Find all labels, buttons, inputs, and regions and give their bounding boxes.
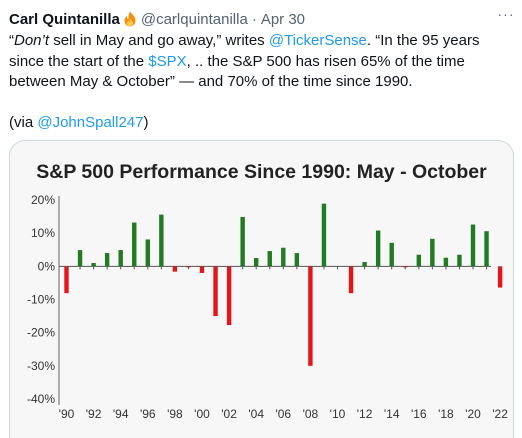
y-tick-label: -40%: [27, 392, 55, 406]
x-tick-label: '90: [59, 407, 75, 421]
y-tick-label: 20%: [31, 193, 55, 207]
x-tick-label: '04: [248, 407, 264, 421]
header-separator: ·: [251, 10, 257, 28]
bar-2018: [443, 257, 449, 267]
bar-1993: [104, 253, 110, 267]
bar-2020: [470, 224, 476, 267]
x-tick-label: '02: [221, 407, 237, 421]
bar-2002: [226, 266, 232, 326]
text-segment-3: , .. the S&P 500 has risen 65% of the ti…: [9, 52, 465, 91]
cashtag-spx[interactable]: $SPX: [148, 52, 187, 70]
bar-2021: [484, 231, 489, 267]
x-tick-label: '20: [465, 407, 481, 421]
x-tick-label: '16: [411, 407, 427, 421]
bar-2011: [348, 266, 354, 294]
x-tick-label: '18: [438, 407, 454, 421]
bar-2013: [375, 230, 381, 267]
bar-2009: [321, 203, 327, 267]
x-tick-label: '22: [492, 407, 508, 421]
bar-1997: [159, 214, 164, 267]
text-via-close: ): [143, 114, 149, 131]
x-tick-label: '00: [194, 407, 210, 421]
x-tick-label: '96: [140, 407, 156, 421]
mention-johnspall[interactable]: @JohnSpall247: [37, 114, 144, 131]
author-name[interactable]: Carl Quintanilla: [9, 10, 120, 28]
bar-1995: [132, 222, 137, 267]
bar-1994: [118, 250, 123, 267]
x-tick-label: '12: [357, 407, 373, 421]
y-tick-label: -20%: [27, 326, 55, 340]
text-quote-open: “: [9, 32, 14, 49]
bar-1991: [77, 250, 83, 267]
bar-2006: [281, 247, 286, 267]
chart-image-card[interactable]: S&P 500 Performance Since 1990: May - Oc…: [9, 140, 514, 438]
bar-2007: [294, 253, 300, 267]
bar-2012: [362, 262, 367, 267]
y-tick-label: 0%: [38, 259, 56, 273]
tweet-text: “Don’t sell in May and go away,” writes …: [9, 31, 509, 134]
tweet-timestamp[interactable]: Apr 30: [260, 10, 306, 28]
bar-2005: [267, 251, 272, 267]
author-handle[interactable]: @carlquintanilla: [140, 10, 248, 28]
text-dont: Don’t: [14, 32, 50, 49]
bar-2008: [308, 266, 313, 366]
bar-1990: [64, 266, 69, 294]
bar-2017: [430, 238, 435, 267]
bar-2019: [457, 254, 462, 267]
x-tick-label: '92: [86, 407, 102, 421]
bar-2001: [213, 266, 218, 317]
y-tick-label: -30%: [27, 359, 55, 373]
bar-2004: [254, 258, 259, 267]
x-tick-label: '98: [167, 407, 183, 421]
text-segment-2: . “In the 95 years since the start of th…: [9, 32, 480, 70]
bar-1992: [91, 263, 96, 267]
tweet-quote-paragraph: “Don’t sell in May and go away,” writes …: [9, 31, 509, 93]
bar-2022: [497, 266, 503, 288]
tweet-header: Carl Quintanilla @carlquintanilla · Apr …: [9, 8, 512, 30]
bar-2014: [389, 242, 394, 267]
x-tick-label: '94: [113, 407, 129, 421]
bar-2016: [416, 254, 421, 267]
bar-2000: [199, 266, 205, 273]
x-tick-label: '10: [330, 407, 346, 421]
fire-emoji-icon: [123, 11, 137, 27]
tweet-via-paragraph: (via @JohnSpall247): [9, 113, 509, 134]
x-tick-label: '08: [303, 407, 319, 421]
text-via-open: (via: [9, 114, 38, 131]
bar-1996: [145, 239, 150, 267]
x-tick-label: '14: [384, 407, 400, 421]
text-segment-1: sell in May and go away,” writes: [49, 32, 269, 49]
bar-2003: [240, 216, 245, 267]
more-options-icon[interactable]: ···: [497, 6, 515, 22]
y-tick-label: 10%: [31, 226, 55, 240]
chart-title: S&P 500 Performance Since 1990: May - Oc…: [36, 161, 487, 183]
y-tick-label: -10%: [27, 293, 55, 307]
mention-tickersense[interactable]: @TickerSense: [268, 32, 367, 49]
bar-chart: 20% 10% 0% -10% -20% -30% -40% '90 '92 '94 '96 '98 '…: [27, 193, 508, 421]
x-tick-label: '06: [275, 407, 291, 421]
